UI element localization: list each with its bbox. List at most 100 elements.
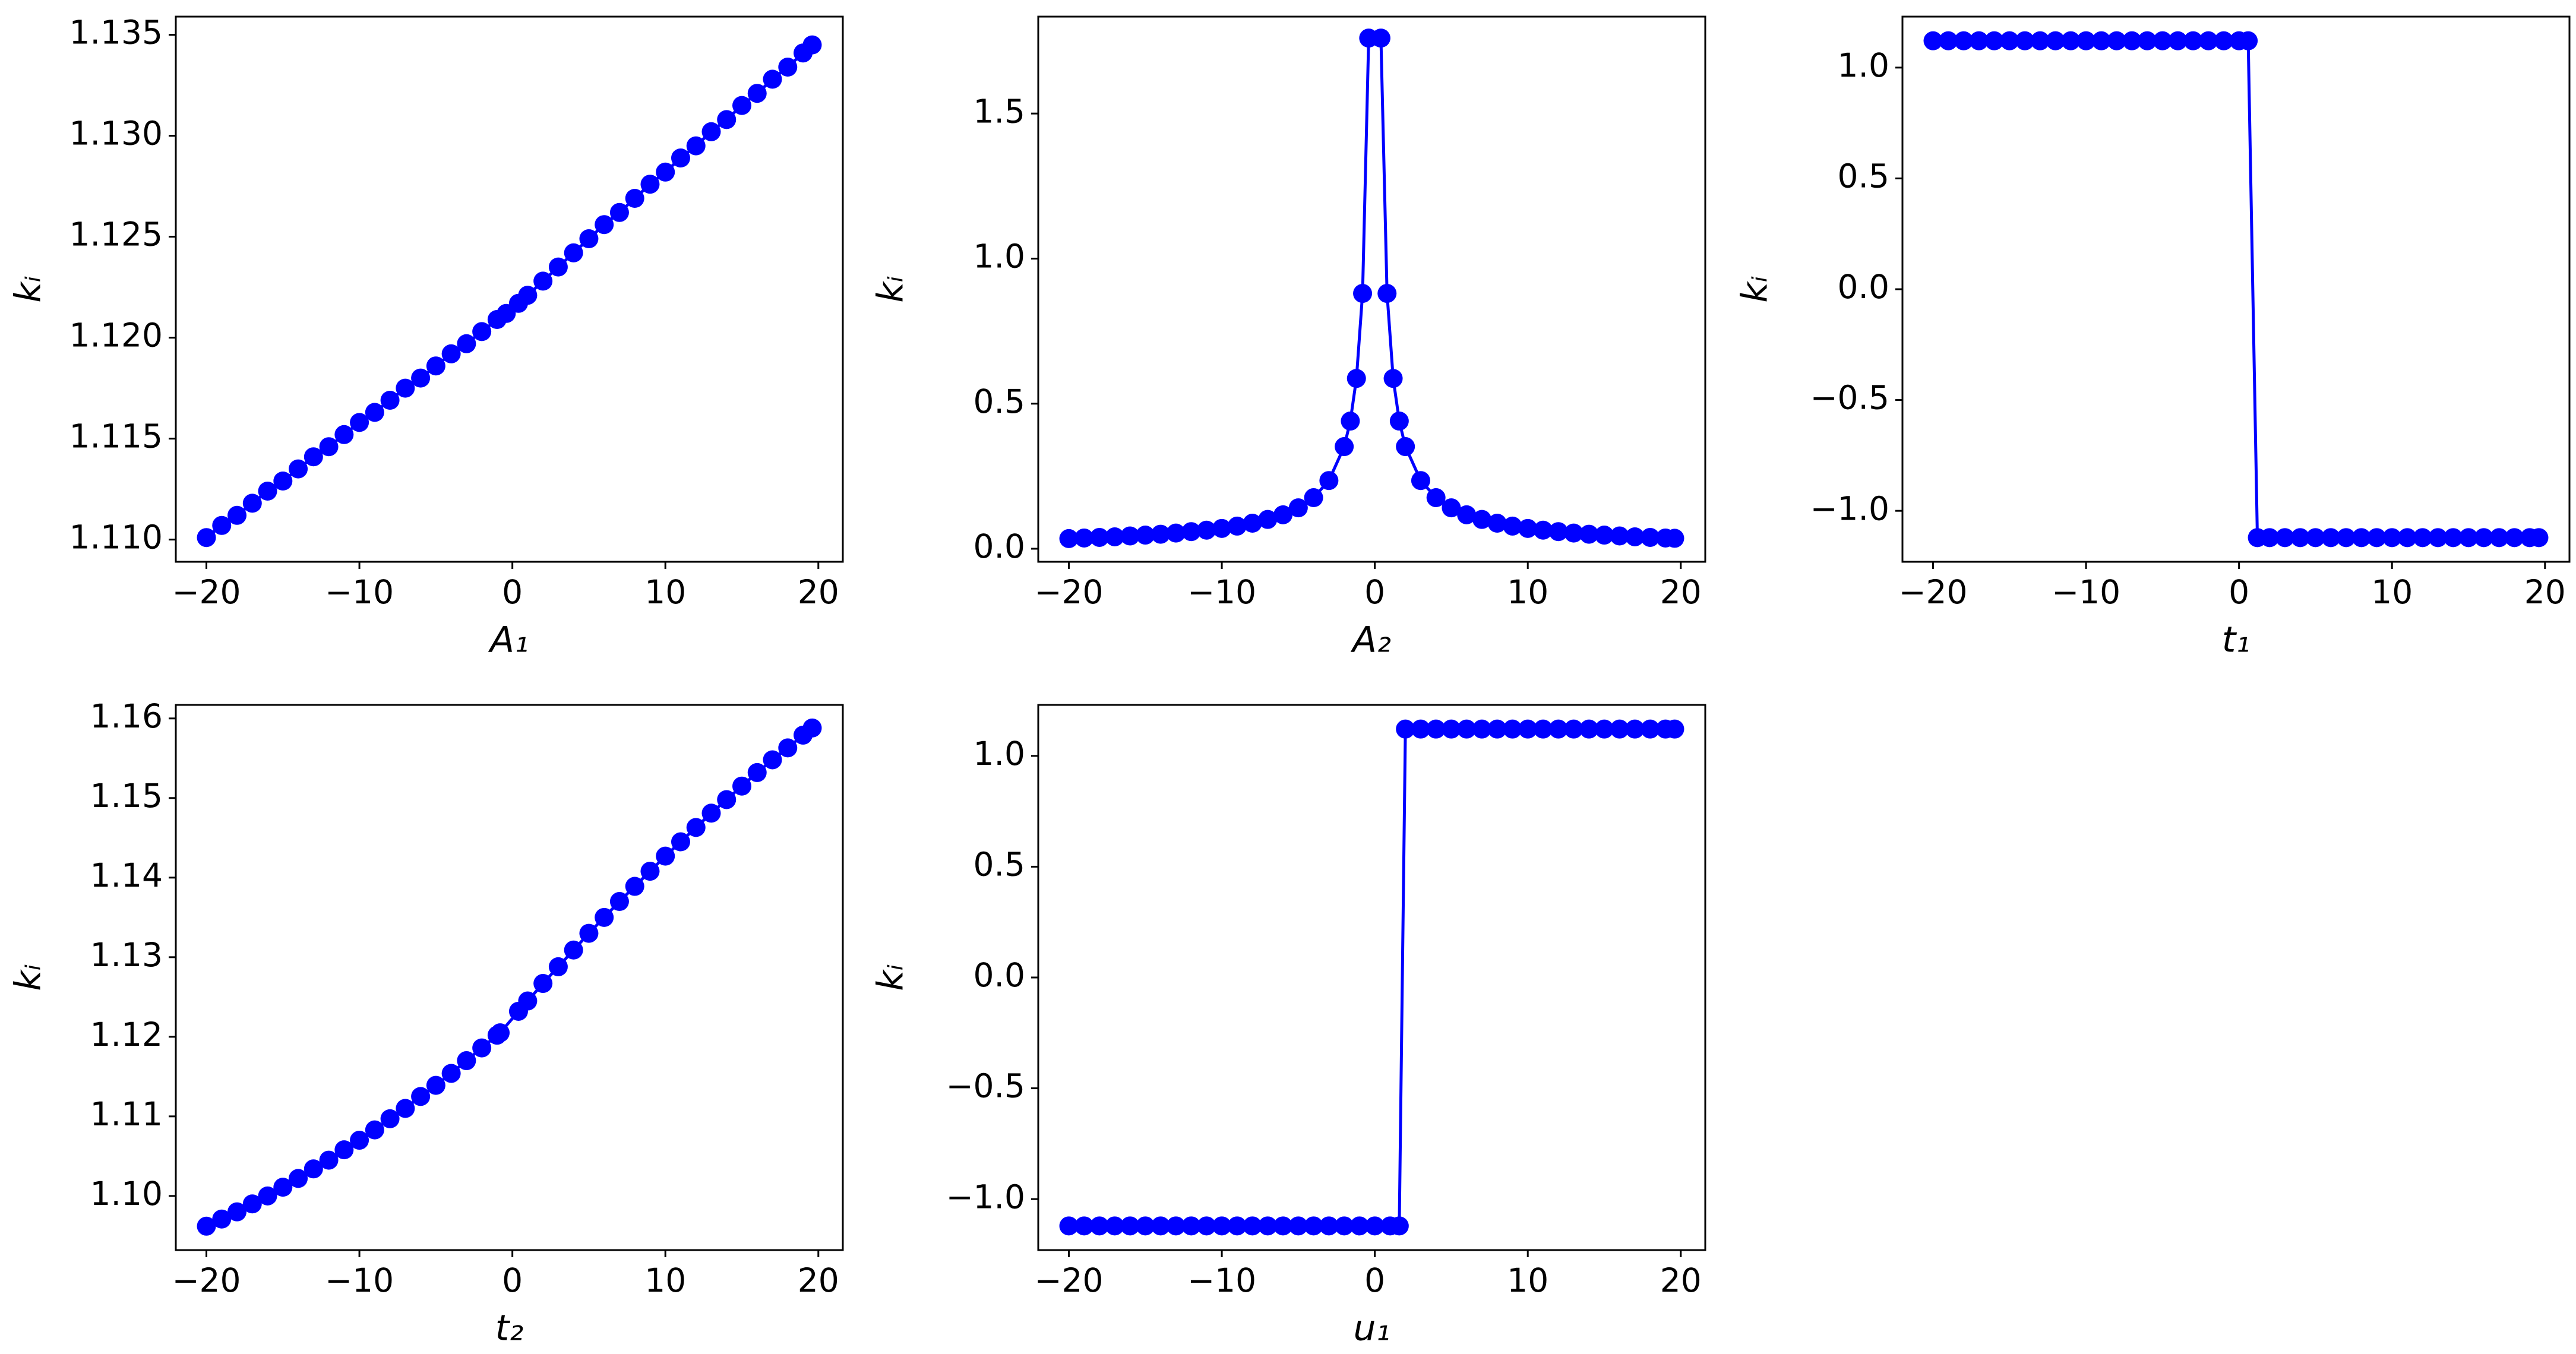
- x-axis-label: t₁: [2222, 619, 2251, 661]
- axes-frame: [1037, 15, 1706, 563]
- data-point: [763, 69, 782, 89]
- data-point: [1442, 498, 1461, 518]
- data-point: [1533, 520, 1553, 540]
- data-point: [640, 862, 660, 881]
- data-point: [1984, 31, 2004, 50]
- data-point: [1487, 719, 1507, 739]
- data-point: [2239, 31, 2258, 50]
- data-point: [1166, 1216, 1186, 1236]
- data-point: [802, 718, 822, 738]
- data-point: [1641, 719, 1660, 739]
- data-point: [595, 907, 614, 927]
- data-point: [1347, 369, 1366, 388]
- data-point: [1181, 1216, 1201, 1236]
- data-point: [1548, 522, 1568, 542]
- x-tick-label: 0: [502, 1261, 523, 1299]
- data-point: [2336, 528, 2356, 548]
- data-point: [671, 148, 690, 167]
- data-point: [625, 877, 644, 896]
- data-point: [2091, 31, 2111, 50]
- axes-frame: [175, 704, 844, 1251]
- data-point: [1923, 31, 1943, 50]
- data-point: [396, 1099, 415, 1118]
- data-point: [1564, 719, 1583, 739]
- x-tick-label: −10: [325, 1261, 394, 1299]
- data-point: [350, 413, 369, 432]
- y-tick-label: 1.115: [69, 417, 163, 455]
- data-point: [1335, 1216, 1354, 1236]
- data-point: [1090, 1216, 1110, 1236]
- data-point: [1074, 1216, 1094, 1236]
- data-point: [747, 84, 767, 103]
- data-point: [1396, 719, 1415, 739]
- data-point: [1365, 1216, 1385, 1236]
- data-point: [2275, 528, 2294, 548]
- data-point: [2397, 528, 2417, 548]
- y-tick-label: 1.15: [90, 777, 163, 815]
- y-axis-label: kᵢ: [8, 964, 49, 991]
- data-point: [1273, 1216, 1293, 1236]
- subplot: −20 −10 0 10 20 1.110 1.115 1.120 1.125 1.130 1.13…: [8, 14, 844, 661]
- data-point: [1426, 488, 1446, 508]
- data-point: [457, 1051, 476, 1071]
- y-tick-label: −1.0: [1810, 489, 1889, 527]
- x-tick-label: 0: [2229, 573, 2249, 611]
- data-point: [778, 58, 798, 77]
- data-point: [656, 846, 675, 866]
- data-point: [1595, 526, 1614, 545]
- x-tick-label: 0: [1364, 573, 1385, 611]
- data-point: [2290, 528, 2310, 548]
- x-tick-label: −10: [1187, 1261, 1256, 1299]
- data-point: [411, 368, 431, 388]
- data-point: [1595, 719, 1614, 739]
- data-point: [2214, 31, 2233, 50]
- data-point: [732, 96, 752, 115]
- subplot: −20 −10 0 10 20 0.0 0.5 1.0 1.5 A₂ kᵢ: [870, 15, 1706, 661]
- data-point: [441, 1064, 461, 1083]
- data-point: [1625, 719, 1645, 739]
- data-point: [1472, 719, 1491, 739]
- data-point: [717, 790, 737, 809]
- data-point: [1411, 471, 1430, 491]
- data-line: [1069, 727, 1675, 1228]
- data-point: [197, 1216, 216, 1236]
- data-point: [609, 892, 629, 912]
- x-tick-label: −20: [1898, 573, 1967, 611]
- x-tick-label: −20: [1034, 573, 1103, 611]
- data-line: [1933, 39, 2539, 539]
- y-tick-label: −0.5: [946, 1067, 1025, 1105]
- data-point: [595, 215, 614, 235]
- data-point: [2061, 31, 2081, 50]
- data-point: [2529, 528, 2549, 548]
- x-tick-label: 0: [1364, 1261, 1385, 1299]
- y-tick-label: 1.14: [90, 856, 163, 894]
- axes-frame: [175, 15, 844, 563]
- x-tick-label: −10: [325, 573, 394, 611]
- data-point: [609, 203, 629, 222]
- data-point: [579, 229, 599, 248]
- data-point: [2428, 528, 2448, 548]
- data-point: [1059, 1216, 1079, 1236]
- data-point: [701, 803, 721, 823]
- data-point: [472, 1038, 492, 1058]
- data-point: [1503, 516, 1522, 536]
- data-point: [1243, 1216, 1262, 1236]
- y-tick-label: 0.5: [973, 382, 1025, 420]
- data-point: [1518, 518, 1538, 538]
- data-point: [1503, 719, 1522, 739]
- data-point: [1939, 31, 1958, 50]
- data-point: [747, 763, 767, 782]
- data-point: [273, 1178, 293, 1197]
- data-point: [1377, 284, 1397, 303]
- data-point: [1304, 1216, 1323, 1236]
- data-point: [564, 940, 583, 960]
- data-point: [1610, 719, 1629, 739]
- data-point: [334, 425, 354, 444]
- data-point: [441, 344, 461, 363]
- data-point: [1090, 527, 1110, 547]
- data-point: [1457, 505, 1477, 524]
- subplot: −20 −10 0 10 20 −1.0 −0.5 0.0 0.5 1.0 t₁ kᵢ: [1734, 15, 2571, 661]
- data-point: [2168, 31, 2188, 50]
- y-tick-label: 1.12: [90, 1015, 163, 1054]
